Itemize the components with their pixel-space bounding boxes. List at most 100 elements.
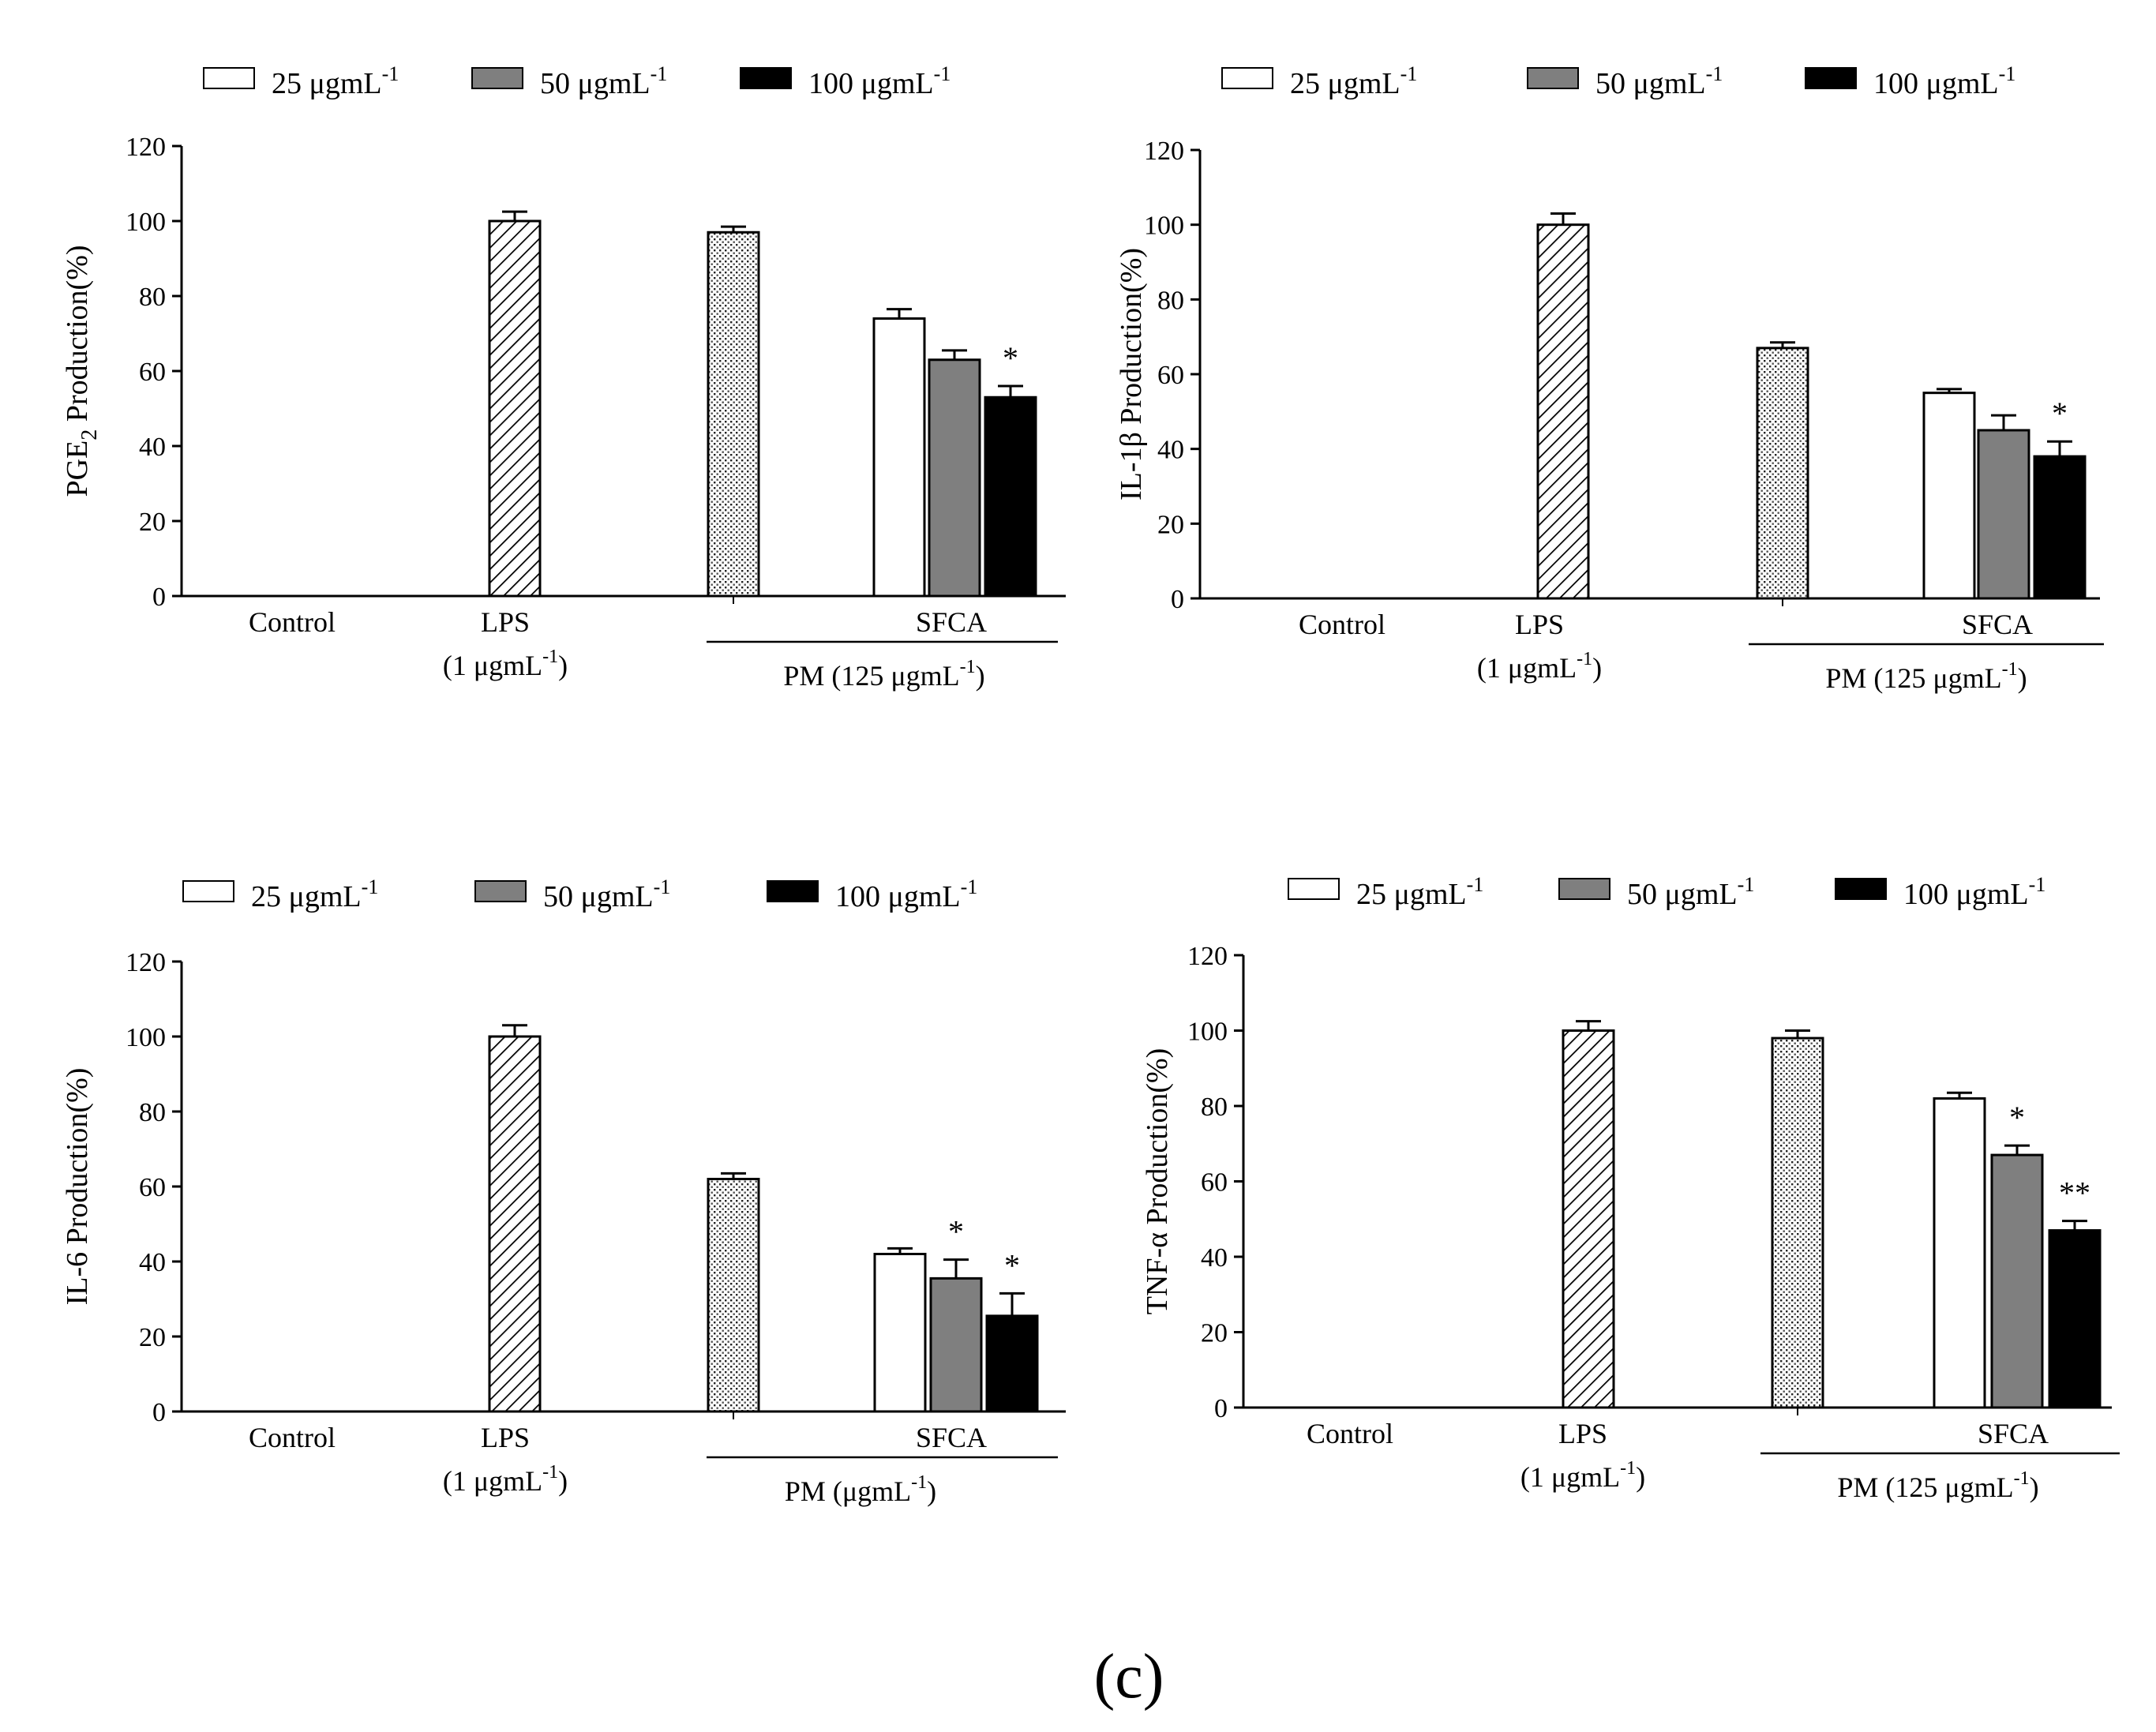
y-tick-label: 80 xyxy=(1201,1093,1228,1122)
y-tick-label: 0 xyxy=(152,1398,166,1427)
legend-swatch xyxy=(1221,67,1273,89)
category-label: LPS xyxy=(481,606,530,638)
bar xyxy=(984,396,1037,598)
y-axis-label: PGE2 Production(%) xyxy=(61,245,102,497)
y-tick-label: 40 xyxy=(139,1248,166,1277)
group-label: SFCA xyxy=(1978,1418,2049,1449)
y-tick-label: 0 xyxy=(1171,585,1184,614)
legend-label: 100 μgmL-1 xyxy=(835,875,977,913)
group-label: SFCA xyxy=(1962,609,2033,640)
y-tick-label: 120 xyxy=(126,948,166,977)
bar xyxy=(929,1277,983,1413)
category-label: LPS xyxy=(1515,609,1564,640)
bar xyxy=(1562,1029,1615,1409)
significance-marker: * xyxy=(2052,396,2068,431)
legend-label: 50 μgmL-1 xyxy=(1627,873,1754,911)
chart-panel-3: 25 μgmL-1 50 μgmL-1 100 μgmL-1 0 20 40 60 80 100… xyxy=(61,875,1066,1507)
category-label: Control xyxy=(1307,1418,1393,1449)
chart-panel-2: 25 μgmL-1 50 μgmL-1 100 μgmL-1 0 20 40 60 80 100… xyxy=(1115,62,2104,694)
y-axis-label: IL-1β Production(%) xyxy=(1115,248,1148,500)
chart-panel-1: 25 μgmL-1 50 μgmL-1 100 μgmL-1 0 20 40 60 80 100… xyxy=(61,62,1066,692)
y-tick-label: 120 xyxy=(1187,942,1228,971)
legend-swatch xyxy=(767,880,819,902)
y-tick-label: 120 xyxy=(126,133,166,162)
legend-label: 100 μgmL-1 xyxy=(1873,62,2015,100)
bracket-label: PM (μgmL-1) xyxy=(785,1472,936,1507)
bar xyxy=(2033,455,2087,600)
legend-swatch xyxy=(1835,878,1887,900)
y-tick-label: 60 xyxy=(139,358,166,387)
category-label: Control xyxy=(249,606,336,638)
category-label: Control xyxy=(1299,609,1385,640)
y-tick-label: 40 xyxy=(139,433,166,462)
significance-marker: ** xyxy=(2059,1175,2090,1211)
bar xyxy=(1771,1037,1824,1409)
y-tick-label: 60 xyxy=(139,1173,166,1202)
legend-swatch xyxy=(471,67,523,89)
y-axis-label: IL-6 Production(%) xyxy=(61,1068,94,1306)
category-sublabel: (1 μgmL-1) xyxy=(1477,649,1602,684)
category-label: LPS xyxy=(481,1422,530,1453)
significance-marker: * xyxy=(1003,340,1018,376)
bar xyxy=(1922,392,1976,600)
category-label: LPS xyxy=(1558,1418,1607,1449)
y-tick-label: 80 xyxy=(139,1098,166,1127)
category-label: Control xyxy=(249,1422,336,1453)
bar xyxy=(488,219,542,598)
legend-swatch xyxy=(1288,878,1340,900)
y-tick-label: 20 xyxy=(139,508,166,537)
legend-label: 25 μgmL-1 xyxy=(272,62,399,100)
legend-label: 25 μgmL-1 xyxy=(1356,873,1483,911)
legend-label: 100 μgmL-1 xyxy=(1903,873,2045,911)
bracket-label: PM (125 μgmL-1) xyxy=(783,657,984,692)
legend-swatch xyxy=(1558,878,1610,900)
bracket-label: PM (125 μgmL-1) xyxy=(1837,1468,2038,1503)
bar xyxy=(873,1253,927,1413)
bar xyxy=(2048,1229,2102,1409)
legend-swatch xyxy=(474,880,527,902)
legend-label: 50 μgmL-1 xyxy=(543,875,670,913)
bar xyxy=(872,317,926,598)
bar xyxy=(985,1314,1039,1413)
y-tick-label: 60 xyxy=(1201,1168,1228,1198)
legend-label: 100 μgmL-1 xyxy=(808,62,951,100)
y-tick-label: 40 xyxy=(1201,1243,1228,1273)
chart-panels: 25 μgmL-1 50 μgmL-1 100 μgmL-1 0 20 40 60 80 100… xyxy=(61,62,2120,1507)
panel-label: (c) xyxy=(1094,1642,1164,1711)
bar xyxy=(1990,1153,2044,1409)
category-sublabel: (1 μgmL-1) xyxy=(443,647,568,681)
significance-marker: * xyxy=(948,1214,964,1250)
group-label: SFCA xyxy=(916,606,987,638)
legend-label: 25 μgmL-1 xyxy=(251,875,378,913)
y-tick-label: 0 xyxy=(1214,1394,1228,1423)
bar xyxy=(928,358,981,598)
group-label: SFCA xyxy=(916,1422,987,1453)
y-tick-label: 60 xyxy=(1157,361,1184,390)
bar xyxy=(707,1178,760,1413)
legend-label: 25 μgmL-1 xyxy=(1290,62,1417,100)
y-tick-label: 20 xyxy=(139,1323,166,1352)
chart-panel-4: 25 μgmL-1 50 μgmL-1 100 μgmL-1 0 20 40 60 80 100… xyxy=(1141,873,2120,1503)
significance-marker: * xyxy=(2009,1100,2025,1135)
y-axis-label: TNF-α Production(%) xyxy=(1141,1048,1174,1315)
significance-marker: * xyxy=(1004,1247,1020,1283)
y-tick-label: 120 xyxy=(1144,137,1184,166)
legend-swatch xyxy=(1527,67,1579,89)
legend-swatch xyxy=(182,880,234,902)
bar xyxy=(707,231,760,598)
bar xyxy=(488,1035,542,1413)
legend-swatch xyxy=(203,67,255,89)
y-tick-label: 80 xyxy=(139,283,166,312)
bar xyxy=(1536,223,1590,600)
y-tick-label: 100 xyxy=(1144,212,1184,241)
y-tick-label: 20 xyxy=(1157,510,1184,539)
y-tick-label: 40 xyxy=(1157,436,1184,465)
bar xyxy=(1977,429,2030,600)
category-sublabel: (1 μgmL-1) xyxy=(443,1462,568,1497)
legend-label: 50 μgmL-1 xyxy=(1595,62,1723,100)
bracket-label: PM (125 μgmL-1) xyxy=(1825,659,2027,694)
y-tick-label: 80 xyxy=(1157,286,1184,315)
bar xyxy=(1933,1097,1986,1409)
legend-swatch xyxy=(740,67,792,89)
